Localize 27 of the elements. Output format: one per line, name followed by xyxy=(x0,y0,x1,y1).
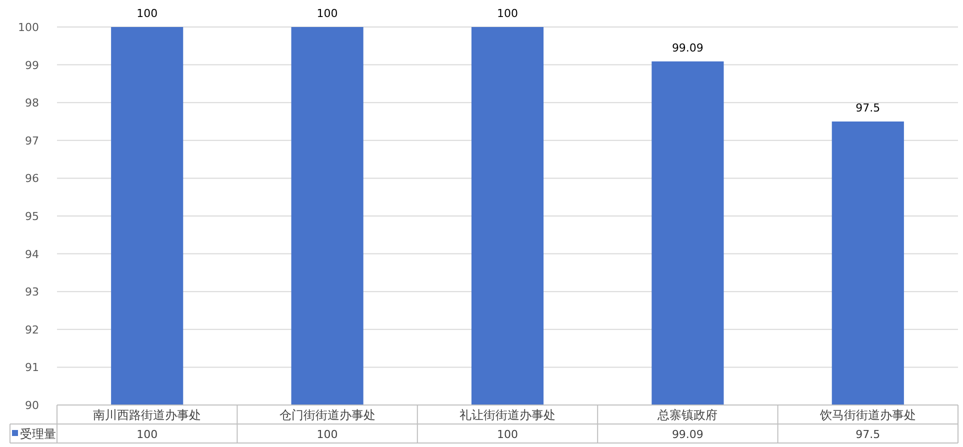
text: 99.09 xyxy=(672,428,704,441)
text: 100 xyxy=(136,428,158,441)
data-label: 97.5 xyxy=(856,102,880,114)
data-label: 99.09 xyxy=(672,41,704,54)
text: 100 xyxy=(497,428,518,441)
data-label: 100 xyxy=(316,7,338,20)
y-tick-label: 93 xyxy=(25,286,39,299)
y-tick-label: 94 xyxy=(25,248,39,261)
x-tick-label: 南川西路街道办事处 xyxy=(93,408,202,422)
text: 97.5 xyxy=(856,428,880,441)
data-label: 100 xyxy=(497,7,518,20)
y-tick-label: 96 xyxy=(25,172,39,186)
y-tick-label: 99 xyxy=(25,58,39,72)
legend-label: 受理量 xyxy=(20,427,56,441)
y-tick-label: 98 xyxy=(25,96,39,110)
y-tick-label: 92 xyxy=(25,323,39,336)
data-label: 100 xyxy=(136,7,158,20)
y-tick-label: 97 xyxy=(25,134,39,148)
x-tick-label: 饮马街街道办事处 xyxy=(818,408,916,422)
y-tick-label: 95 xyxy=(25,210,39,223)
x-tick-label: 礼让街街道办事处 xyxy=(460,408,556,422)
x-tick-label: 仓门街街道办事处 xyxy=(279,408,376,422)
text: 100 xyxy=(316,428,338,441)
y-tick-label: 90 xyxy=(25,399,39,412)
y-tick-label: 100 xyxy=(18,21,39,34)
y-tick-label: 91 xyxy=(25,361,39,374)
x-tick-label: 总寨镇政府 xyxy=(656,408,718,422)
